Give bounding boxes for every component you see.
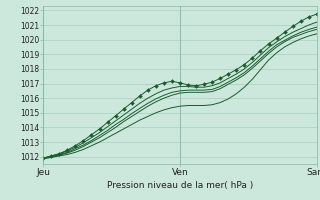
X-axis label: Pression niveau de la mer( hPa ): Pression niveau de la mer( hPa ) <box>107 181 253 190</box>
